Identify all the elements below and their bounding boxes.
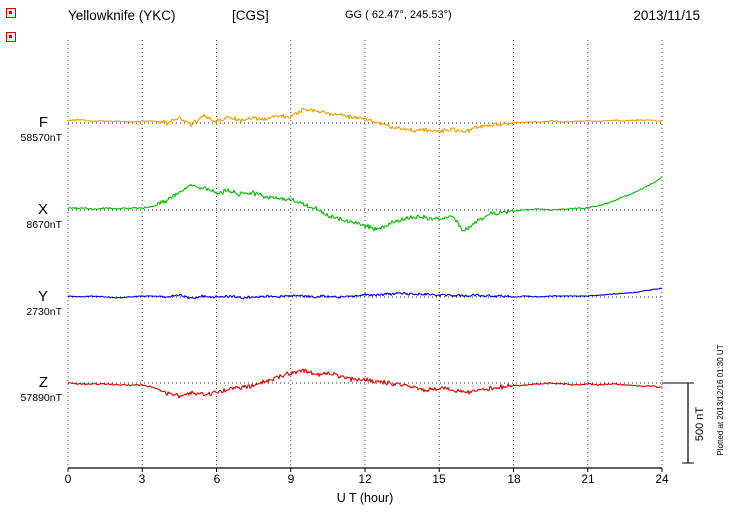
series-label-y: Y	[38, 288, 48, 305]
x-tick-21: 21	[581, 472, 595, 486]
series-baseline-y: 2730nT	[26, 306, 62, 318]
plot-date: 2013/11/15	[633, 8, 700, 23]
x-tick-15: 15	[432, 472, 446, 486]
scale-bar-label: 500 nT	[694, 407, 706, 442]
trace-y	[67, 287, 663, 300]
plot-note: Plotted at 2013/12/16 01:30 UT	[716, 344, 725, 455]
x-tick-12: 12	[358, 472, 372, 486]
x-tick-24: 24	[655, 472, 669, 486]
red-marker-icon	[6, 32, 16, 42]
series-label-f: F	[39, 114, 48, 131]
trace-z	[67, 368, 663, 399]
x-tick-9: 9	[288, 472, 295, 486]
x-axis-label: U T (hour)	[337, 491, 394, 505]
coordinate-system-label: [CGS]	[232, 8, 269, 23]
series-baseline-z: 57890nT	[21, 392, 63, 404]
series-label-z: Z	[39, 374, 48, 391]
x-tick-0: 0	[65, 472, 72, 486]
x-tick-3: 3	[139, 472, 146, 486]
plot-area	[67, 40, 694, 472]
trace-f	[67, 107, 663, 134]
series-label-x: X	[38, 201, 48, 218]
series-baseline-f: 58570nT	[21, 132, 63, 144]
red-marker-icon	[6, 8, 16, 18]
series-baseline-x: 8670nT	[26, 219, 62, 231]
gg-coordinates: GG ( 62.47°, 245.53°)	[345, 9, 452, 21]
x-tick-6: 6	[214, 472, 221, 486]
x-tick-18: 18	[507, 472, 521, 486]
station-title: Yellowknife (YKC)	[68, 8, 176, 23]
trace-x	[68, 176, 663, 232]
